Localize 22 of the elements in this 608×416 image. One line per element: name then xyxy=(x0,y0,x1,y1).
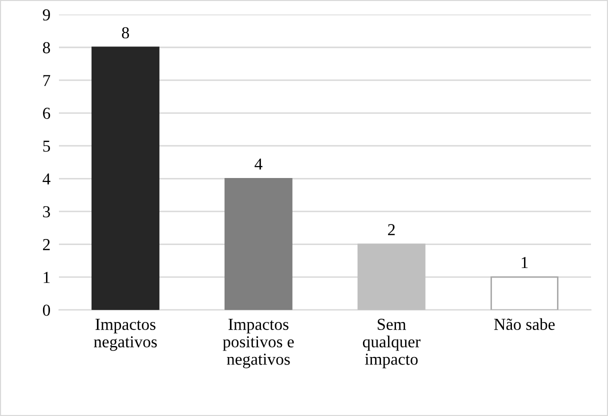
y-tick-label: 7 xyxy=(43,75,50,86)
bar xyxy=(224,178,292,310)
y-tick-label: 3 xyxy=(43,206,50,218)
x-tick-label: Sem qualquer impacto xyxy=(362,318,420,368)
data-label: 4 xyxy=(254,158,262,170)
y-tick-label: 9 xyxy=(42,9,50,21)
y-tick-label: 2 xyxy=(43,239,50,250)
x-tick-label: Não sabe xyxy=(494,318,555,330)
y-tick-label: 8 xyxy=(42,42,50,54)
y-tick-label: 4 xyxy=(42,173,50,184)
bar xyxy=(490,276,558,310)
x-tick-label: Impactos positivos e negativos xyxy=(222,318,294,368)
data-label: 8 xyxy=(122,27,130,38)
y-tick-label: 0 xyxy=(42,304,50,316)
y-tick-label: 5 xyxy=(43,140,50,152)
bar xyxy=(358,244,426,310)
y-tick-label: 6 xyxy=(43,108,50,119)
bar xyxy=(92,46,160,310)
y-tick-label: 1 xyxy=(44,272,50,283)
x-tick-label: Impactos negativos xyxy=(94,318,157,351)
data-label: 1 xyxy=(522,256,528,268)
data-label: 2 xyxy=(388,224,395,236)
